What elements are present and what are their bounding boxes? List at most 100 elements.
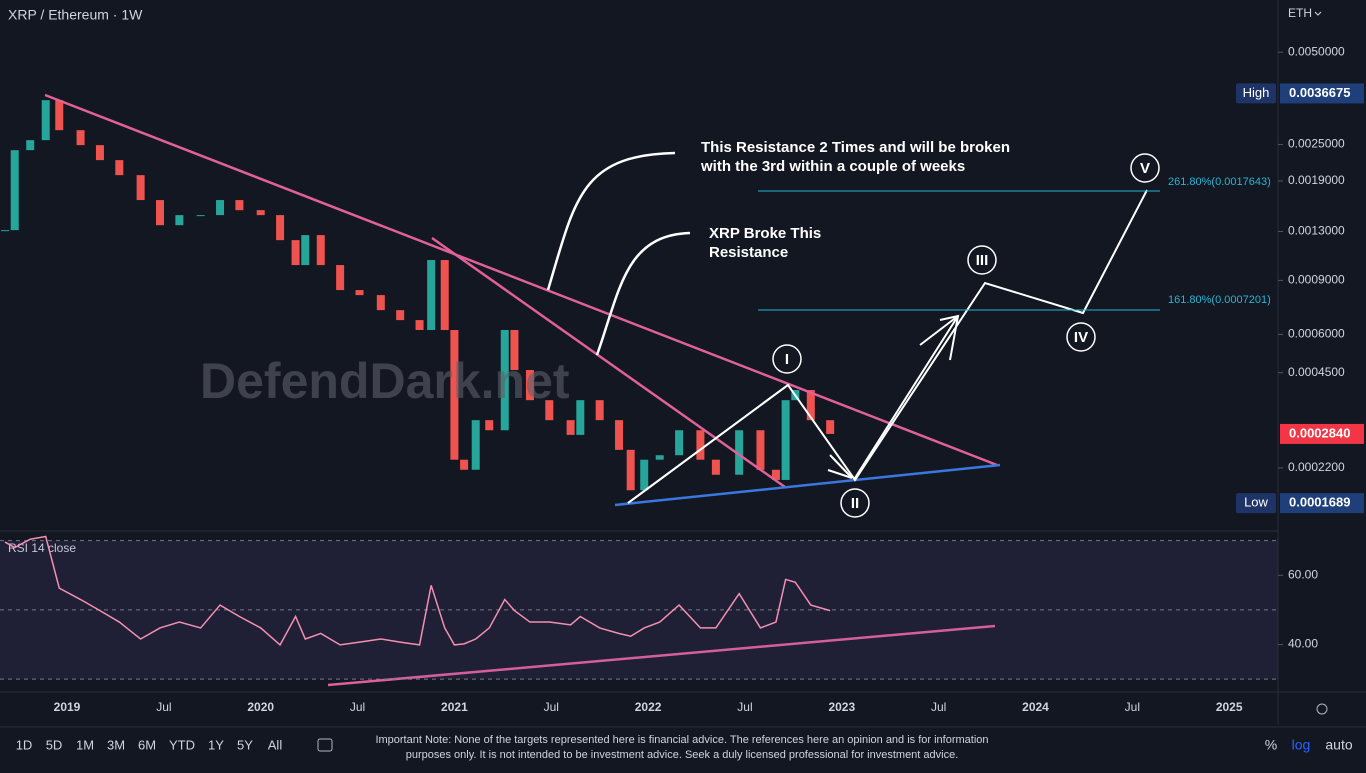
price-tag-label-bg — [1236, 83, 1276, 104]
price-tag-value: 0.0036675 — [1289, 85, 1350, 100]
candle — [26, 140, 35, 151]
x-tick-label: 2022 — [635, 700, 662, 714]
y-tick-label: 0.0009000 — [1288, 273, 1345, 287]
timeframe-button[interactable]: 1Y — [208, 737, 224, 752]
price-tag — [1280, 423, 1364, 444]
scale-option[interactable]: log — [1292, 737, 1311, 753]
candle — [545, 400, 554, 421]
timeframe-button[interactable]: 5Y — [237, 737, 253, 752]
candle — [136, 175, 145, 201]
currency-selector[interactable]: ETH — [1288, 6, 1312, 20]
x-tick-label: 2021 — [441, 700, 468, 714]
y-tick-label: 0.0025000 — [1288, 137, 1345, 151]
x-tick-label: Jul — [544, 700, 559, 714]
support-line — [614, 463, 1001, 507]
candle — [576, 400, 585, 435]
candle — [696, 430, 705, 460]
y-tick-label: 0.0006000 — [1288, 327, 1345, 341]
y-tick-label: 0.0004500 — [1288, 365, 1345, 379]
x-tick-label: 2024 — [1022, 700, 1049, 714]
wave-label: V — [1140, 160, 1150, 177]
timeframe-button[interactable]: 1M — [76, 737, 94, 752]
candle — [595, 400, 604, 421]
candle — [735, 430, 744, 475]
candle — [615, 420, 624, 450]
candle — [450, 330, 459, 460]
candle — [655, 455, 664, 460]
timeframe-button[interactable]: YTD — [169, 737, 195, 752]
x-tick-label: 2025 — [1216, 700, 1243, 714]
timeframe-button[interactable]: 1D — [16, 737, 33, 752]
candle — [355, 290, 364, 296]
candle — [291, 240, 300, 266]
candle — [376, 295, 385, 311]
timeframe-button[interactable]: All — [268, 737, 283, 752]
candle — [756, 430, 765, 470]
candle — [806, 390, 815, 421]
candle — [675, 430, 684, 456]
candle — [235, 200, 244, 211]
rsi-trendline — [327, 624, 996, 687]
timeframe-button[interactable]: 6M — [138, 737, 156, 752]
fib-label: 261.80%(0.0017643) — [1168, 176, 1271, 188]
x-tick-label: 2023 — [828, 700, 855, 714]
rsi-line — [4, 535, 831, 647]
watermark: DefendDark.net — [200, 353, 570, 409]
candle — [500, 330, 509, 431]
candle — [427, 260, 436, 331]
y-tick-label: 0.0002200 — [1288, 460, 1345, 474]
price-tag-value: 0.0002840 — [1289, 425, 1350, 440]
candle — [256, 210, 265, 216]
candle — [155, 200, 164, 226]
compare-icon[interactable] — [317, 738, 333, 752]
scale-option[interactable]: % — [1265, 737, 1277, 753]
price-tag-label: High — [1243, 85, 1270, 100]
wave-label: IV — [1074, 329, 1088, 346]
candles — [1, 100, 835, 491]
candle — [525, 370, 534, 401]
annotation: Resistance — [709, 244, 788, 261]
timeframe-button[interactable]: 3M — [107, 737, 125, 752]
candle — [316, 235, 325, 266]
arrow-head — [827, 454, 853, 479]
candle — [76, 130, 85, 146]
wave-marker — [967, 245, 997, 275]
indicator-title: RSI 14 close — [8, 541, 76, 555]
candle — [640, 459, 649, 491]
wave-marker — [840, 488, 870, 518]
wave-marker — [1130, 153, 1160, 183]
annotation: with the 3rd within a couple of weeks — [700, 158, 965, 175]
y-tick-label: 0.0019000 — [1288, 173, 1345, 187]
candle — [41, 100, 50, 141]
candle — [175, 215, 184, 226]
candle — [440, 260, 449, 331]
overlay: High 0.0036675 Low 0.0001689 0.0002840 — [1236, 83, 1364, 514]
y-tick-label: 60.00 — [1288, 567, 1318, 581]
candle — [485, 420, 494, 431]
fib-label: 161.80%(0.0007201) — [1168, 294, 1271, 306]
candle — [781, 400, 790, 480]
disclaimer: purposes only. It is not intended to be … — [406, 749, 959, 761]
candle — [196, 215, 205, 217]
disclaimer: Important Note: None of the targets repr… — [375, 734, 988, 746]
candle — [566, 420, 575, 435]
y-tick-label: 40.00 — [1288, 637, 1318, 651]
callout-curve — [595, 231, 691, 356]
trendline — [44, 93, 998, 467]
x-tick-label: Jul — [156, 700, 171, 714]
x-tick-label: Jul — [737, 700, 752, 714]
wave-marker — [772, 344, 802, 374]
annotation: XRP Broke This — [709, 225, 821, 242]
settings-icon[interactable] — [1316, 703, 1328, 715]
candle — [276, 215, 285, 241]
candle — [1, 230, 10, 232]
timeframe-button[interactable]: 5D — [46, 737, 63, 752]
drawings — [44, 93, 1160, 687]
x-tick-label: Jul — [1125, 700, 1140, 714]
scale-option[interactable]: auto — [1325, 737, 1352, 753]
rsi-band — [0, 540, 1278, 680]
wave-path — [627, 384, 789, 504]
candle — [626, 449, 635, 491]
